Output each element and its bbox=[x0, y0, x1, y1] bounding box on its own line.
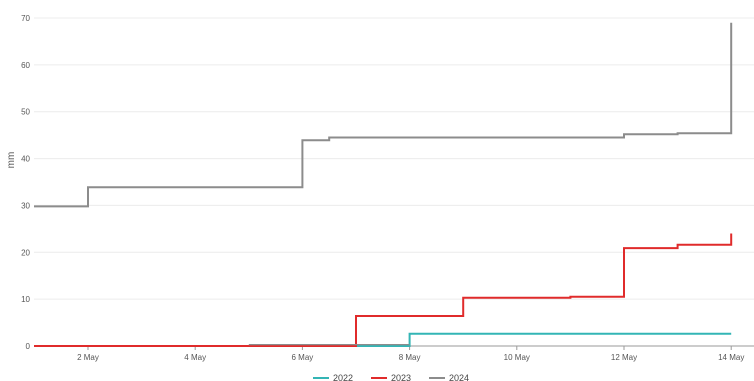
series-line-2024 bbox=[34, 22, 733, 208]
x-tick-label: 4 May bbox=[184, 353, 206, 362]
y-tick-label: 60 bbox=[21, 61, 30, 70]
series-line-2023 bbox=[34, 233, 733, 347]
x-tick-label: 10 May bbox=[504, 353, 530, 362]
x-tick-label: 2 May bbox=[77, 353, 99, 362]
y-tick-label: 70 bbox=[21, 14, 30, 23]
x-tick-label: 12 May bbox=[611, 353, 637, 362]
x-axis: 2 May 4 May 6 May 8 May 10 May 12 May 14 May bbox=[77, 346, 744, 362]
legend: 2022 2023 2024 bbox=[313, 373, 469, 381]
series-group bbox=[34, 22, 733, 347]
y-tick-label: 40 bbox=[21, 155, 30, 164]
y-tick-label: 50 bbox=[21, 108, 30, 117]
y-tick-label: 20 bbox=[21, 248, 30, 257]
x-tick-label: 8 May bbox=[399, 353, 421, 362]
legend-label-2022: 2022 bbox=[333, 373, 353, 381]
legend-label-2024: 2024 bbox=[449, 373, 469, 381]
y-tick-label: 0 bbox=[26, 342, 31, 351]
grid-lines bbox=[34, 17, 754, 347]
legend-label-2023: 2023 bbox=[391, 373, 411, 381]
y-tick-label: 30 bbox=[21, 201, 30, 210]
y-axis-label: mm bbox=[6, 152, 17, 169]
y-axis: 0 10 20 30 40 50 60 70 bbox=[21, 14, 30, 351]
y-tick-label: 10 bbox=[21, 295, 30, 304]
x-tick-label: 6 May bbox=[292, 353, 314, 362]
x-tick-label: 14 May bbox=[718, 353, 744, 362]
